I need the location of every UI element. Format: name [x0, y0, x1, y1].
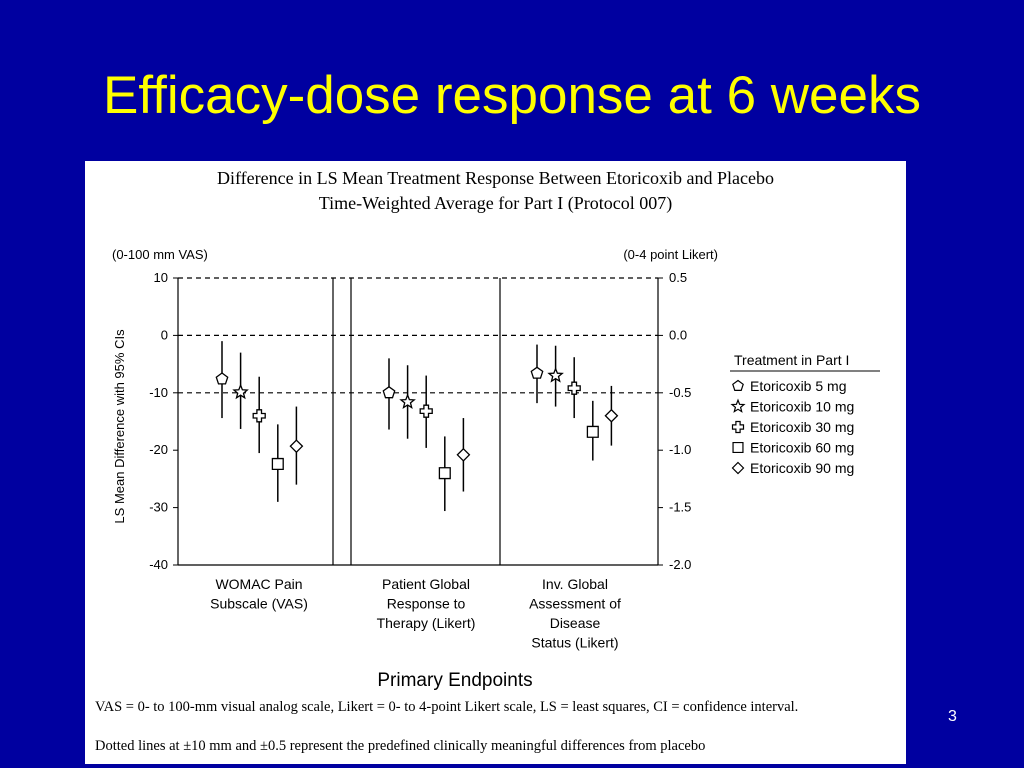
point-marker	[399, 393, 416, 410]
point-marker	[438, 467, 451, 480]
point-marker	[252, 409, 266, 423]
y-axis-title: LS Mean Difference with 95% CIs	[112, 329, 127, 524]
right-tick-label: -2.0	[669, 557, 691, 572]
category-label: Disease	[550, 615, 601, 631]
footnote-dotted-lines: Dotted lines at ±10 mm and ±0.5 represen…	[95, 738, 706, 754]
right-tick-label: -0.5	[669, 385, 691, 400]
point-marker	[419, 404, 433, 418]
category-label: Subscale (VAS)	[210, 596, 308, 612]
point-marker	[547, 366, 564, 383]
point-marker	[567, 381, 581, 395]
figure-heading-line-2: Time-Weighted Average for Part I (Protoc…	[318, 193, 673, 213]
legend-marker	[730, 398, 746, 413]
right-axis-unit-label: (0-4 point Likert)	[623, 247, 718, 262]
point-marker	[271, 457, 284, 471]
point-marker	[289, 439, 304, 454]
category-label: Patient Global	[382, 576, 470, 592]
left-tick-label: -30	[149, 500, 168, 515]
point-marker	[586, 425, 599, 438]
legend-label: Etoricoxib 30 mg	[750, 419, 854, 435]
point-marker	[530, 366, 544, 379]
left-tick-label: -40	[149, 557, 168, 572]
legend-marker	[731, 461, 745, 475]
x-axis-title: Primary Endpoints	[377, 670, 532, 691]
figure-heading-line-1: Difference in LS Mean Treatment Response…	[216, 168, 775, 188]
legend-label: Etoricoxib 5 mg	[750, 378, 846, 394]
point-marker	[382, 385, 396, 399]
category-label: Status (Likert)	[531, 635, 618, 651]
right-tick-label: 0.0	[669, 327, 687, 342]
left-tick-label: 10	[154, 270, 168, 285]
point-marker	[232, 383, 249, 400]
category-label: Therapy (Likert)	[377, 615, 476, 631]
right-tick-label: -1.5	[669, 500, 691, 515]
footnote-abbreviations: VAS = 0- to 100-mm visual analog scale, …	[95, 699, 799, 715]
legend-marker	[732, 379, 744, 391]
point-marker	[604, 408, 619, 423]
point-marker	[215, 372, 229, 385]
figure-panel: Difference in LS Mean Treatment Response…	[85, 161, 906, 764]
legend-marker	[731, 420, 745, 434]
left-tick-label: 0	[161, 327, 168, 342]
right-tick-label: 0.5	[669, 270, 687, 285]
forest-plot-chart: 10 0 -10 -20 -30 -40 0.5 0.0 -0.5 -1.0 -1.5 -2.0 (0-…	[112, 247, 880, 691]
legend-marker	[732, 441, 744, 454]
left-tick-label: -10	[149, 385, 168, 400]
point-marker	[456, 447, 471, 462]
legend-label: Etoricoxib 10 mg	[750, 399, 854, 415]
legend-title: Treatment in Part I	[734, 352, 849, 368]
left-axis-unit-label: (0-100 mm VAS)	[112, 247, 208, 262]
category-label: Inv. Global	[542, 576, 608, 592]
slide-number: 3	[948, 708, 957, 725]
legend-label: Etoricoxib 90 mg	[750, 460, 854, 476]
category-label: Assessment of	[529, 596, 621, 612]
left-tick-label: -20	[149, 442, 168, 457]
right-tick-label: -1.0	[669, 442, 691, 457]
legend-label: Etoricoxib 60 mg	[750, 440, 854, 456]
slide-title: Efficacy-dose response at 6 weeks	[102, 66, 921, 125]
category-label: WOMAC Pain	[215, 576, 302, 592]
category-label: Response to	[387, 596, 466, 612]
